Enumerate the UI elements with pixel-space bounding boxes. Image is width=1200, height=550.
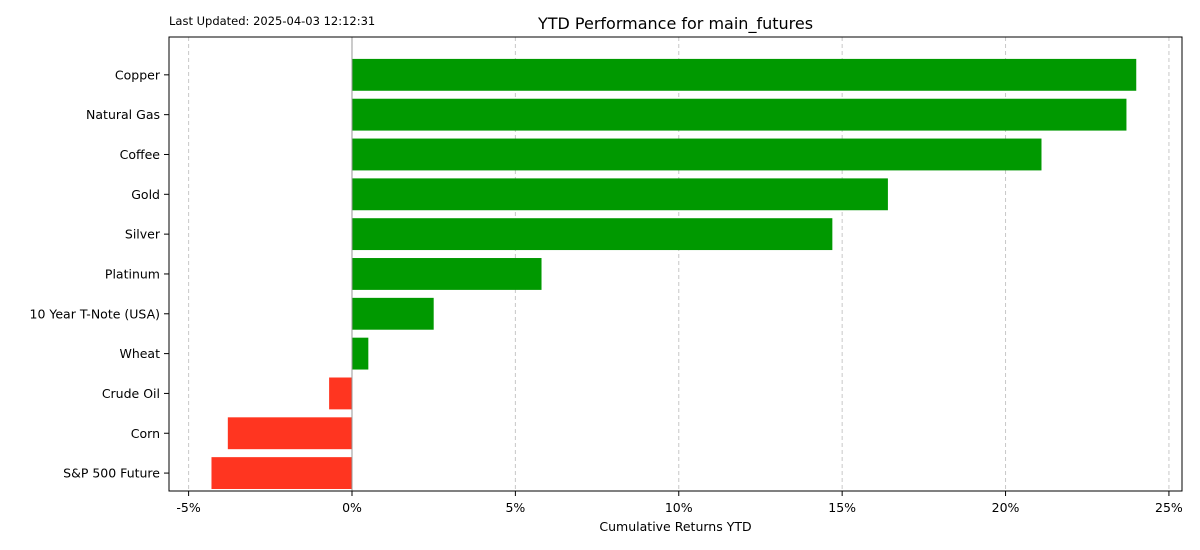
x-axis-label: Cumulative Returns YTD: [599, 519, 751, 534]
y-tick-label: Wheat: [119, 346, 160, 361]
chart-title: YTD Performance for main_futures: [537, 14, 813, 34]
y-tick-label: Crude Oil: [102, 386, 160, 401]
bars: [211, 58, 1137, 490]
y-axis: Copper Natural Gas Coffee Gold Silver Platinu…: [30, 67, 169, 481]
bar: [351, 178, 888, 211]
bar: [351, 218, 833, 251]
y-tick-label: Natural Gas: [86, 107, 160, 122]
bar: [351, 138, 1042, 171]
bar: [351, 297, 434, 330]
bar: [351, 58, 1137, 91]
x-tick-label: 10%: [665, 500, 693, 515]
last-updated-text: Last Updated: 2025-04-03 12:12:31: [169, 14, 375, 28]
y-tick-label: Platinum: [105, 266, 160, 281]
x-tick-label: 25%: [1155, 500, 1183, 515]
bar: [211, 457, 352, 490]
x-axis: -5% 0% 5% 10% 15% 20% 25%: [176, 491, 1183, 515]
bar: [329, 377, 352, 410]
plot-area-frame: [168, 36, 1183, 492]
x-tick-label: 5%: [505, 500, 525, 515]
bar: [351, 337, 369, 370]
bar: [351, 98, 1127, 131]
y-tick-label: Coffee: [120, 147, 161, 162]
y-tick-label: Gold: [131, 187, 160, 202]
x-tick-label: 15%: [828, 500, 856, 515]
bar: [227, 417, 352, 450]
x-tick-label: -5%: [176, 500, 200, 515]
y-tick-label: 10 Year T-Note (USA): [30, 306, 161, 321]
x-tick-label: 0%: [342, 500, 362, 515]
y-tick-label: Corn: [131, 426, 160, 441]
y-tick-label: Copper: [115, 67, 161, 82]
y-tick-label: Silver: [125, 227, 161, 242]
bar: [351, 258, 542, 290]
x-tick-label: 20%: [992, 500, 1020, 515]
y-tick-label: S&P 500 Future: [63, 466, 160, 481]
